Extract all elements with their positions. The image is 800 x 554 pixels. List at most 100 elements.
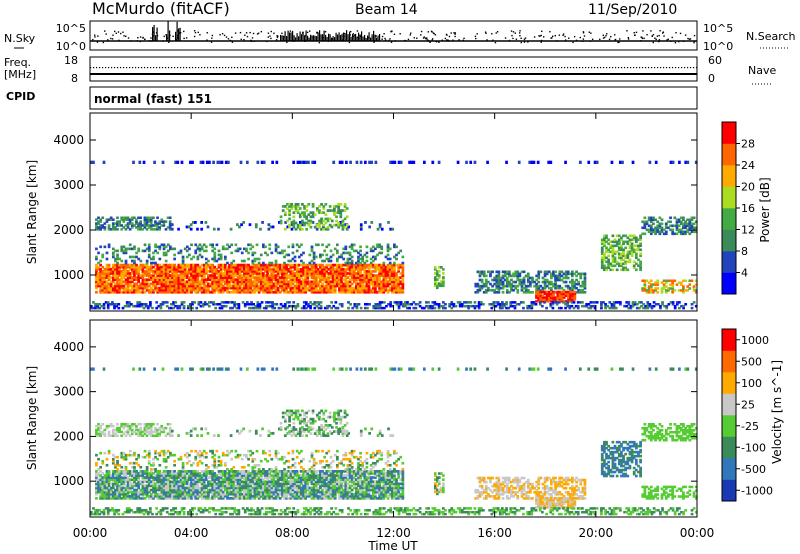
power-cell — [581, 272, 585, 276]
power-cell — [380, 301, 384, 304]
power-cell — [126, 278, 130, 282]
power-cell — [204, 245, 208, 249]
power-cell — [442, 268, 445, 271]
power-cell — [458, 301, 462, 304]
power-cell — [493, 288, 497, 292]
power-cell — [382, 288, 386, 292]
power-cell — [268, 286, 272, 290]
power-cell — [335, 205, 338, 208]
power-cell — [208, 301, 211, 304]
power-cell — [649, 287, 653, 290]
power-cell — [242, 286, 246, 290]
power-cell — [109, 272, 113, 275]
power-cell — [283, 274, 286, 277]
power-cell — [268, 261, 272, 265]
power-cell — [526, 306, 529, 310]
power-cell — [135, 282, 138, 286]
power-cell — [600, 240, 604, 244]
nave-point — [141, 67, 143, 69]
power-cell — [126, 218, 130, 221]
nsky-point — [431, 39, 433, 41]
power-cell — [401, 288, 405, 292]
nsky-point — [211, 37, 213, 39]
power-cell — [200, 267, 204, 271]
power-cell — [679, 220, 683, 224]
nsky-spike — [362, 36, 364, 41]
power-cell — [686, 222, 690, 226]
nave-point — [576, 67, 578, 69]
power-cell — [643, 289, 647, 292]
power-cell — [137, 284, 141, 288]
power-cell — [190, 263, 193, 267]
power-cell — [281, 205, 285, 208]
power-cell — [285, 282, 288, 286]
nsky-point — [246, 35, 249, 38]
power-cell — [532, 303, 536, 306]
power-cell — [308, 272, 312, 275]
nave-point — [384, 67, 386, 69]
power-ytick-label: 4000 — [53, 133, 84, 147]
power-cell — [114, 284, 117, 288]
nsky-point — [510, 30, 513, 32]
power-cell — [209, 290, 212, 294]
nave-point — [105, 67, 107, 69]
power-cell — [397, 276, 400, 279]
power-cell — [177, 267, 181, 271]
power-cell — [287, 282, 291, 286]
nsky-point — [256, 33, 259, 35]
velocity-cell — [99, 484, 102, 488]
power-cell — [258, 303, 262, 306]
power-cell — [171, 286, 174, 290]
nave-point — [339, 67, 341, 69]
power-cell — [251, 259, 255, 263]
power-cell — [389, 301, 392, 304]
power-cell — [311, 213, 315, 217]
power-cell — [581, 290, 585, 294]
power-cell — [535, 282, 539, 286]
power-cell — [499, 276, 503, 280]
power-cell — [95, 267, 98, 271]
power-cell — [228, 274, 231, 277]
power-cell — [341, 219, 345, 223]
power-cell — [219, 282, 223, 286]
power-cell — [162, 222, 166, 225]
power-cell — [156, 274, 160, 277]
power-cell — [213, 267, 217, 271]
power-cell — [613, 258, 617, 262]
power-cell — [109, 280, 113, 284]
power-cell — [192, 263, 195, 267]
power-cell — [600, 266, 604, 270]
nave-point — [177, 67, 179, 69]
power-cell — [205, 160, 209, 164]
power-cell — [397, 290, 400, 294]
power-cell — [390, 263, 394, 267]
power-cell — [120, 218, 124, 221]
power-cell — [390, 267, 394, 271]
power-cell — [116, 282, 119, 286]
power-cell — [350, 265, 354, 269]
power-cell — [547, 280, 551, 284]
power-cell — [198, 274, 202, 277]
power-cell — [654, 281, 657, 284]
power-cell — [371, 286, 375, 290]
power-cell — [283, 270, 286, 273]
power-cell — [95, 257, 98, 261]
power-cell — [133, 261, 136, 265]
power-cell — [669, 301, 673, 304]
power-cell — [324, 217, 328, 221]
nsky-point — [562, 33, 565, 35]
power-cell — [245, 288, 248, 292]
power-cell — [173, 270, 176, 273]
power-cell — [278, 276, 282, 279]
power-cell — [556, 286, 560, 290]
power-cell — [107, 245, 111, 249]
power-cell — [294, 207, 298, 210]
nave-point — [315, 67, 317, 69]
power-cell — [333, 263, 337, 267]
nave-point — [510, 67, 512, 69]
power-cell — [236, 286, 240, 290]
power-cell — [158, 290, 162, 294]
power-cell — [583, 276, 587, 280]
power-cell — [181, 284, 185, 288]
nsky-point — [142, 37, 144, 39]
